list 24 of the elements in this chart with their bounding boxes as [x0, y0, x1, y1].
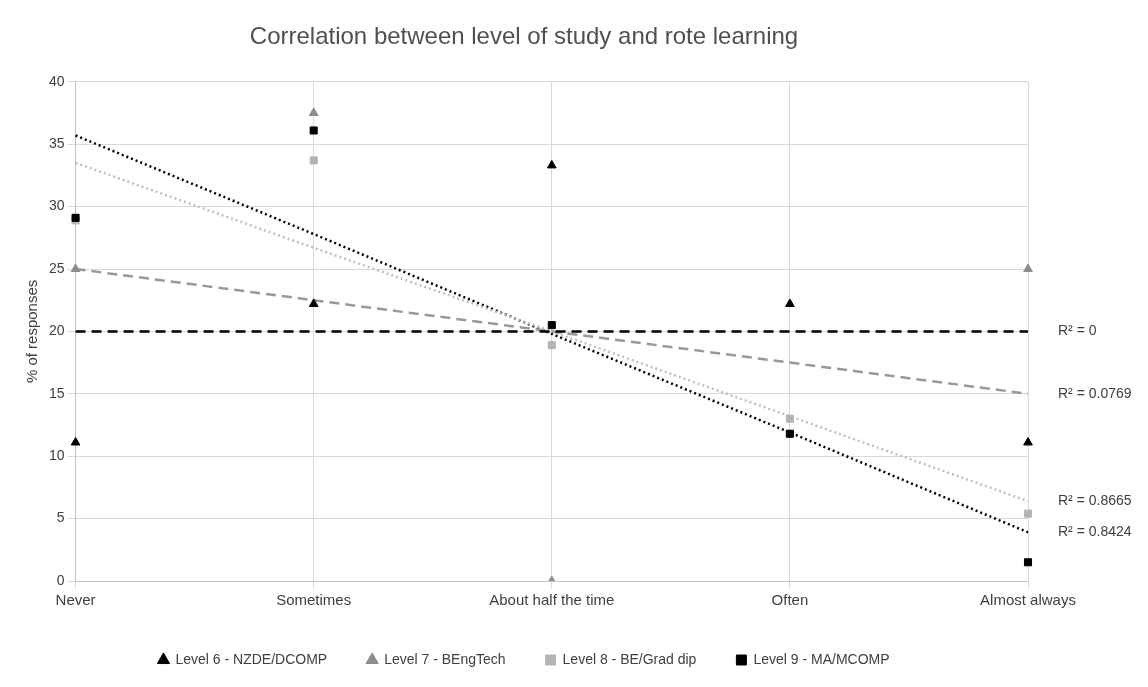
legend-label: Level 9 - MA/MCOMP [753, 650, 890, 667]
y-axis-title: % of responses [23, 279, 41, 384]
text: R² = 0.0769 [1058, 384, 1132, 401]
y-tick-label: 35 [48, 135, 65, 152]
text: R² = 0.8665 [1058, 491, 1132, 508]
y-tick-label: 30 [48, 197, 65, 214]
legend-label: Level 6 - NZDE/DCOMP [175, 650, 328, 667]
chart-title: Correlation between level of study and rote learning [249, 22, 799, 50]
y-tick-label: 15 [48, 384, 65, 401]
y-tick-label: 0 [56, 571, 65, 588]
x-tick-label: Sometimes [276, 591, 352, 609]
y-tick-label: 5 [56, 509, 65, 526]
text: R² = 0.8424 [1058, 523, 1132, 540]
x-tick-label: Never [55, 591, 96, 609]
x-tick-label: About half the time [489, 591, 615, 609]
y-tick-label: 10 [48, 447, 65, 464]
y-tick-label: 40 [48, 72, 65, 89]
text: R² = 0 [1058, 322, 1097, 339]
legend-label: Level 7 - BEngTech [384, 650, 506, 667]
x-tick-label: Almost always [980, 591, 1076, 609]
y-tick-label: 25 [48, 259, 65, 276]
y-tick-label: 20 [48, 322, 65, 339]
legend-label: Level 8 - BE/Grad dip [562, 650, 697, 667]
x-tick-label: Often [771, 591, 809, 609]
